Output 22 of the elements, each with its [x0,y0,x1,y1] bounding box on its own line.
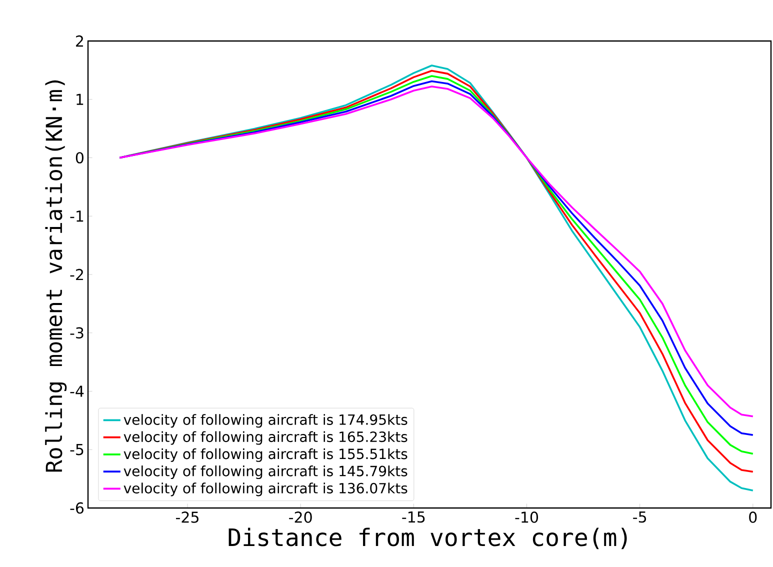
y-tick-label: -4 [70,386,84,397]
legend-label: velocity of following aircraft is 174.95kts [124,414,408,428]
x-tick-label: -20 [289,512,312,523]
x-tick-label: -5 [633,512,646,523]
x-tick-label: -10 [515,512,538,523]
legend-label: velocity of following aircraft is 136.07kts [124,482,408,496]
y-tick-label: -5 [70,444,84,456]
y-tick-label: 2 [76,35,83,47]
y-tick-label: 1 [76,94,84,105]
y-tick-label: -2 [70,268,83,280]
y-tick-label: 0 [76,152,84,164]
x-tick-label: -25 [176,512,198,523]
legend-label: velocity of following aircraft is 165.23kts [124,431,408,445]
y-tick-label: -3 [70,327,84,339]
legend-label: velocity of following aircraft is 145.79kts [124,466,408,480]
y-tick-label: -1 [70,210,84,222]
x-axis-title: Distance from vortex core(m) [228,528,627,550]
x-tick-label: -15 [402,512,425,523]
legend-label: velocity of following aircraft is 155.51kts [124,448,408,462]
x-tick-label: 0 [749,512,757,523]
y-tick-label: -6 [70,502,84,514]
y-axis-title: Rolling moment variation(KN·m) [45,80,67,472]
